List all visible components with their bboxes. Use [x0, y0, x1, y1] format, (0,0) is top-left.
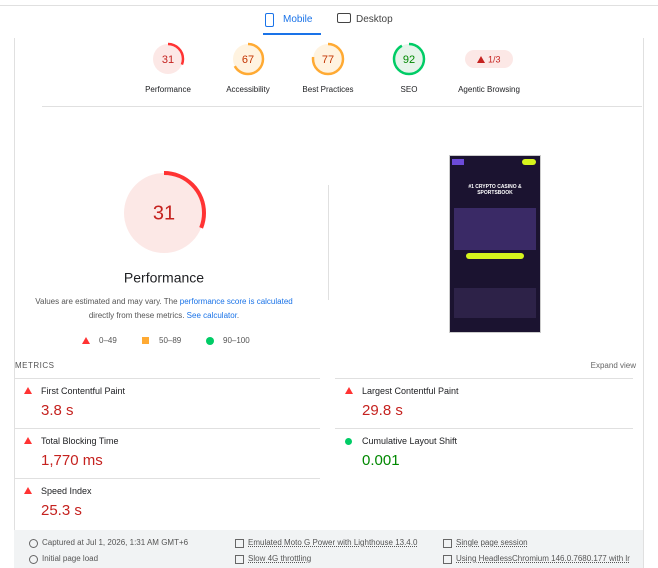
legend-icon	[142, 337, 149, 344]
legend-label: 0–49	[99, 336, 117, 345]
footer-icon	[29, 539, 38, 548]
note-text: Values are estimated and may vary. The	[35, 297, 180, 306]
legend-label: 50–89	[159, 336, 182, 345]
note-text: .	[236, 311, 240, 320]
divider	[328, 185, 329, 300]
panel-right	[643, 38, 644, 568]
link[interactable]: performance score is calculated	[179, 297, 293, 306]
cta	[466, 253, 524, 259]
logo	[452, 159, 464, 165]
metric-label: Largest Contentful Paint	[362, 386, 459, 396]
gauge-bg	[153, 44, 183, 74]
footer	[14, 530, 643, 568]
metric-divider	[14, 378, 320, 379]
separator	[42, 106, 642, 107]
top-border	[0, 5, 658, 6]
legend-icon	[82, 337, 90, 344]
gauge-arc	[392, 42, 426, 76]
footer-icon	[443, 555, 452, 564]
note-text: directly from these metrics.	[88, 311, 187, 320]
tab[interactable]: Mobile	[283, 14, 313, 25]
hero	[454, 208, 536, 250]
footer-icon	[235, 555, 244, 564]
panel-left	[14, 38, 15, 568]
gauge-bg	[233, 44, 263, 74]
gauge-arc	[122, 171, 206, 255]
gauge-score: 31	[162, 54, 174, 66]
gauge-arc	[231, 42, 265, 76]
legend-label: 90–100	[223, 336, 250, 345]
agentic-pill	[465, 50, 513, 68]
metric-label: Cumulative Layout Shift	[362, 436, 458, 446]
metric-icon	[345, 387, 353, 394]
legend-icon	[206, 337, 214, 345]
gauge-bg	[124, 173, 204, 253]
footer-item: Slow 4G throttling	[248, 554, 312, 563]
agentic-value: 1/3	[488, 54, 501, 64]
metric-icon	[24, 487, 32, 494]
gauge-score: 77	[322, 54, 334, 66]
footer-icon	[443, 539, 452, 548]
metric-label: First Contentful Paint	[41, 386, 126, 396]
button	[522, 159, 536, 165]
gauge-label: Agentic Browsing	[458, 85, 520, 94]
agentic-icon	[477, 56, 485, 63]
metric-icon	[345, 438, 352, 445]
gauge-bg	[313, 44, 343, 74]
gauge-score: 31	[153, 202, 175, 224]
metric-value: 0.001	[362, 452, 400, 469]
screenshot-title: #1 CRYPTO CASINO & SPORTSBOOK	[468, 184, 522, 196]
metric-divider	[14, 478, 320, 479]
promo	[454, 288, 536, 318]
tab[interactable]: Desktop	[356, 14, 393, 25]
footer-item: Initial page load	[42, 554, 99, 563]
metric-divider	[335, 428, 633, 429]
metric-value: 1,770 ms	[41, 452, 103, 469]
link[interactable]: See calculator	[186, 311, 237, 320]
gauge-arc	[311, 42, 345, 76]
tab-icon	[265, 13, 274, 27]
footer-icon	[29, 555, 38, 564]
gauge-arc	[151, 42, 185, 76]
footer-item: Single page session	[456, 538, 528, 547]
gauge-label: Performance	[145, 85, 191, 94]
metric-label: Speed Index	[41, 486, 92, 496]
gauge-score: 92	[403, 54, 415, 66]
metric-value: 29.8 s	[362, 402, 403, 419]
metric-divider	[335, 378, 633, 379]
screenshot: #1 CRYPTO CASINO & SPORTSBOOK	[449, 155, 541, 333]
metrics-title: METRICS	[15, 361, 55, 370]
gauge-label: SEO	[401, 85, 418, 94]
footer-item: Emulated Moto G Power with Lighthouse 13…	[248, 538, 418, 547]
metric-value: 3.8 s	[41, 402, 74, 419]
footer-item: Using HeadlessChromium 146.0.7680.177 wi…	[456, 554, 630, 563]
gauge-score: 67	[242, 54, 254, 66]
metric-divider	[14, 428, 320, 429]
tab-underline	[263, 33, 321, 35]
gauge-bg	[394, 44, 424, 74]
metric-label: Total Blocking Time	[41, 436, 119, 446]
note: Values are estimated and may vary. The p…	[14, 295, 314, 323]
metric-icon	[24, 437, 32, 444]
metric-value: 25.3 s	[41, 502, 82, 519]
main-title: Performance	[124, 270, 204, 286]
footer-item: Captured at Jul 1, 2026, 1:31 AM GMT+6	[42, 538, 189, 547]
metric-icon	[24, 387, 32, 394]
gauge-label: Best Practices	[302, 85, 353, 94]
gauge-label: Accessibility	[226, 85, 270, 94]
tab-icon	[337, 13, 351, 23]
footer-icon	[235, 539, 244, 548]
expand-view[interactable]: Expand view	[590, 361, 636, 370]
